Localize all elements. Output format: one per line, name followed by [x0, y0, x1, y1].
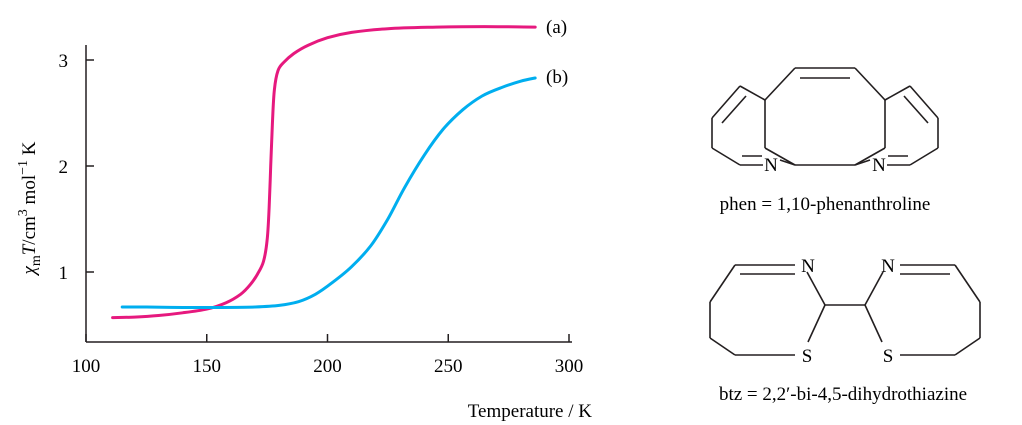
series-label-b: (b) [546, 67, 568, 88]
btz-s-left: S [802, 346, 813, 367]
x-tick-label-100: 100 [72, 356, 101, 377]
btz-caption: btz = 2,2′-bi-4,5-dihydrothiazine [719, 384, 967, 405]
y-axis-title: χmT/cm3 mol−1 K [16, 141, 44, 276]
series-line-b [120, 76, 537, 310]
y-tick-label-1: 1 [59, 263, 69, 284]
x-tick-label-150: 150 [193, 356, 222, 377]
x-tick-label-300: 300 [555, 356, 584, 377]
phen-n-right: N [872, 155, 886, 176]
y-tick-label-3: 3 [59, 51, 69, 72]
phen-structure [711, 67, 939, 166]
series-layer [111, 25, 537, 320]
x-axis-title: Temperature / K [468, 401, 593, 422]
series-label-a: (a) [546, 17, 567, 38]
btz-structure [709, 264, 981, 356]
btz-s-right: S [883, 346, 894, 367]
phen-n-left: N [764, 155, 778, 176]
btz-n-right: N [881, 256, 895, 277]
series-line-a [111, 25, 537, 320]
ticks: 100 150 200 250 300 1 2 3 [59, 51, 584, 377]
x-tick-label-200: 200 [313, 356, 342, 377]
x-tick-label-250: 250 [434, 356, 463, 377]
y-tick-label-2: 2 [59, 157, 69, 178]
chart: 100 150 200 250 300 1 2 3 (a) (b) Temperature /… [16, 17, 592, 422]
btz-n-left: N [801, 256, 815, 277]
phen-caption: phen = 1,10-phenanthroline [720, 194, 931, 215]
